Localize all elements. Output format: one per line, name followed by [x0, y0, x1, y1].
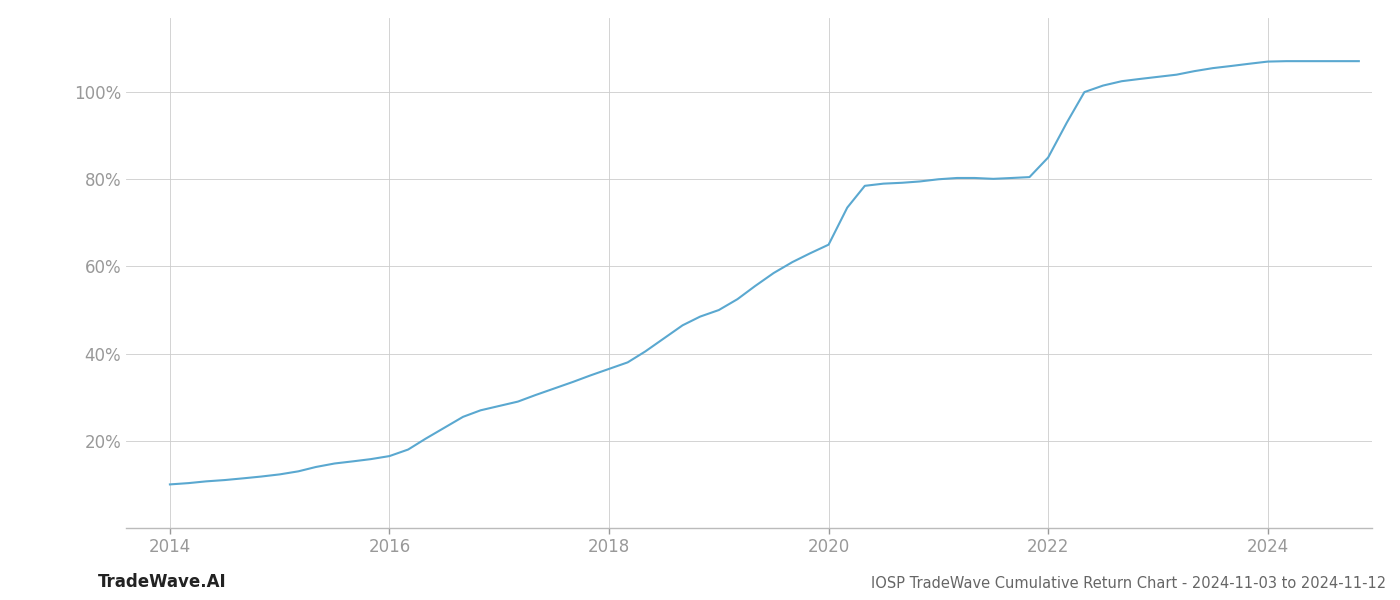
Text: IOSP TradeWave Cumulative Return Chart - 2024-11-03 to 2024-11-12: IOSP TradeWave Cumulative Return Chart -… — [871, 576, 1386, 591]
Text: TradeWave.AI: TradeWave.AI — [98, 573, 227, 591]
